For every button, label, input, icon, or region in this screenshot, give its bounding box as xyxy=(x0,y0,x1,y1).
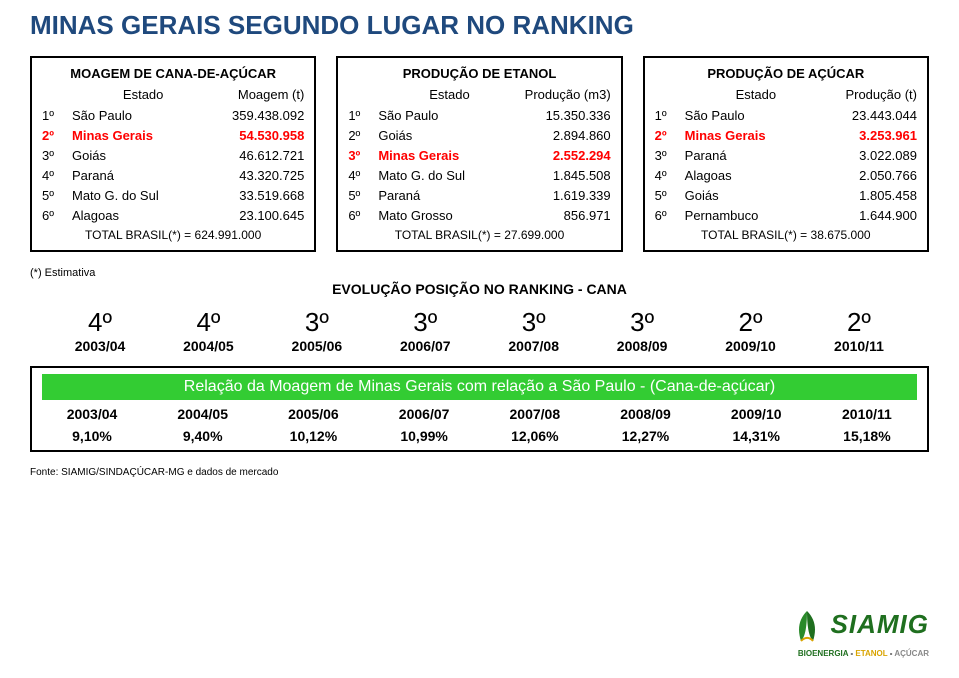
ranking-table: MOAGEM DE CANA-DE-AÇÚCAR EstadoMoagem (t)… xyxy=(30,56,316,252)
logo-sub-bioenergia: BIOENERGIA xyxy=(798,649,848,658)
relation-values: 9,10% 9,40% 10,12% 10,99% 12,06% 12,27% 14,31%… xyxy=(42,428,917,444)
leaf-icon xyxy=(787,609,827,649)
evolution-years: 2003/04 2004/05 2005/06 2006/07 2007/08 2008/… xyxy=(30,338,929,354)
evolution-position: 3º xyxy=(592,307,692,338)
evolution-position: 2º xyxy=(809,307,909,338)
table-row: 2ºMinas Gerais54.530.958 xyxy=(42,128,304,143)
evolution-position: 2º xyxy=(701,307,801,338)
table-row: 4ºParaná43.320.725 xyxy=(42,168,304,183)
relation-value: 9,40% xyxy=(153,428,253,444)
table-row: 3ºGoiás46.612.721 xyxy=(42,148,304,163)
table-row: 4ºAlagoas2.050.766 xyxy=(655,168,917,183)
relation-value: 12,27% xyxy=(596,428,696,444)
evolution-position: 3º xyxy=(484,307,584,338)
evolution-year: 2008/09 xyxy=(592,338,692,354)
relation-year: 2007/08 xyxy=(485,406,585,422)
relation-value: 14,31% xyxy=(706,428,806,444)
table-header: EstadoProdução (t) xyxy=(655,87,917,102)
relation-value: 10,12% xyxy=(263,428,363,444)
relation-year: 2006/07 xyxy=(374,406,474,422)
table-row: 5ºGoiás1.805.458 xyxy=(655,188,917,203)
relation-year: 2003/04 xyxy=(42,406,142,422)
logo-subtitle: BIOENERGIA - ETANOL - AÇÚCAR xyxy=(787,649,929,658)
relation-year: 2004/05 xyxy=(153,406,253,422)
table-header: EstadoProdução (m3) xyxy=(348,87,610,102)
table-row: 3ºParaná3.022.089 xyxy=(655,148,917,163)
table-header: EstadoMoagem (t) xyxy=(42,87,304,102)
source-note: Fonte: SIAMIG/SINDAÇÚCAR-MG e dados de m… xyxy=(30,467,929,478)
table-row: 6ºAlagoas23.100.645 xyxy=(42,208,304,223)
relation-year: 2009/10 xyxy=(706,406,806,422)
relation-value: 12,06% xyxy=(485,428,585,444)
relation-value: 9,10% xyxy=(42,428,142,444)
evolution-year: 2010/11 xyxy=(809,338,909,354)
relation-years: 2003/04 2004/05 2005/06 2006/07 2007/08 2008/… xyxy=(42,406,917,422)
table-row: 6ºMato Grosso856.971 xyxy=(348,208,610,223)
relation-title: Relação da Moagem de Minas Gerais com re… xyxy=(42,374,917,400)
evolution-positions: 4º 4º 3º 3º 3º 3º 2º 2º xyxy=(30,307,929,338)
evolution-year: 2006/07 xyxy=(375,338,475,354)
evolution-year: 2004/05 xyxy=(158,338,258,354)
table-title: PRODUÇÃO DE ETANOL xyxy=(348,66,610,81)
relation-value: 15,18% xyxy=(817,428,917,444)
ranking-table: PRODUÇÃO DE ETANOL EstadoProdução (m3) 1ºS… xyxy=(336,56,622,252)
estimativa-note: (*) Estimativa xyxy=(30,267,929,279)
logo-sub-acucar: AÇÚCAR xyxy=(894,649,929,658)
tables-row: MOAGEM DE CANA-DE-AÇÚCAR EstadoMoagem (t)… xyxy=(30,56,929,252)
relation-year: 2010/11 xyxy=(817,406,917,422)
logo-sub-etanol: ETANOL xyxy=(855,649,887,658)
ranking-table: PRODUÇÃO DE AÇÚCAR EstadoProdução (t) 1ºSã… xyxy=(643,56,929,252)
table-row: 2ºMinas Gerais3.253.961 xyxy=(655,128,917,143)
relation-year: 2005/06 xyxy=(263,406,363,422)
table-row: 2ºGoiás2.894.860 xyxy=(348,128,610,143)
table-row: 1ºSão Paulo15.350.336 xyxy=(348,108,610,123)
evolution-position: 3º xyxy=(267,307,367,338)
relation-year: 2008/09 xyxy=(596,406,696,422)
evolution-year: 2005/06 xyxy=(267,338,367,354)
table-row: 1ºSão Paulo23.443.044 xyxy=(655,108,917,123)
table-title: PRODUÇÃO DE AÇÚCAR xyxy=(655,66,917,81)
table-total: TOTAL BRASIL(*) = 624.991.000 xyxy=(42,228,304,242)
table-row: 5ºParaná1.619.339 xyxy=(348,188,610,203)
table-row: 3ºMinas Gerais2.552.294 xyxy=(348,148,610,163)
evolution-year: 2009/10 xyxy=(701,338,801,354)
evolution-year: 2007/08 xyxy=(484,338,584,354)
table-title: MOAGEM DE CANA-DE-AÇÚCAR xyxy=(42,66,304,81)
table-total: TOTAL BRASIL(*) = 38.675.000 xyxy=(655,228,917,242)
table-total: TOTAL BRASIL(*) = 27.699.000 xyxy=(348,228,610,242)
logo-text: SIAMIG xyxy=(831,609,929,639)
evolution-year: 2003/04 xyxy=(50,338,150,354)
table-row: 6ºPernambuco1.644.900 xyxy=(655,208,917,223)
relation-box: Relação da Moagem de Minas Gerais com re… xyxy=(30,366,929,452)
evolution-title: EVOLUÇÃO POSIÇÃO NO RANKING - CANA xyxy=(30,281,929,297)
evolution-position: 4º xyxy=(50,307,150,338)
table-row: 1ºSão Paulo359.438.092 xyxy=(42,108,304,123)
table-row: 5ºMato G. do Sul33.519.668 xyxy=(42,188,304,203)
relation-value: 10,99% xyxy=(374,428,474,444)
evolution-position: 4º xyxy=(158,307,258,338)
siamig-logo: SIAMIG BIOENERGIA - ETANOL - AÇÚCAR xyxy=(787,609,929,658)
page-title: MINAS GERAIS SEGUNDO LUGAR NO RANKING xyxy=(30,10,929,41)
table-row: 4ºMato G. do Sul1.845.508 xyxy=(348,168,610,183)
evolution-position: 3º xyxy=(375,307,475,338)
